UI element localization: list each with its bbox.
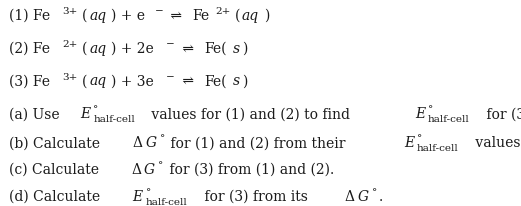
Text: (a) Use: (a) Use (9, 108, 65, 122)
Text: half-cell: half-cell (428, 115, 469, 124)
Text: for (3) from (1) and (2).: for (3) from (1) and (2). (165, 163, 334, 177)
Text: Fe: Fe (193, 9, 210, 23)
Text: ) + 3e: ) + 3e (111, 75, 154, 89)
Text: ⇌: ⇌ (167, 9, 187, 23)
Text: 3+: 3+ (63, 73, 78, 82)
Text: for (3) from its: for (3) from its (200, 190, 312, 204)
Text: °: ° (371, 188, 377, 197)
Text: ⇌: ⇌ (178, 42, 198, 56)
Text: E: E (404, 136, 414, 150)
Text: 3+: 3+ (63, 7, 78, 16)
Text: E: E (415, 108, 425, 122)
Text: (: ( (82, 42, 88, 56)
Text: (3) Fe: (3) Fe (9, 75, 51, 89)
Text: half-cell: half-cell (146, 198, 188, 206)
Text: (b) Calculate: (b) Calculate (9, 136, 105, 150)
Text: ): ) (264, 9, 269, 23)
Text: ) + 2e: ) + 2e (111, 42, 154, 56)
Text: (: ( (234, 9, 240, 23)
Text: half-cell: half-cell (417, 144, 458, 153)
Text: aq: aq (89, 9, 106, 23)
Text: (c) Calculate: (c) Calculate (9, 163, 104, 177)
Text: 2+: 2+ (215, 7, 230, 16)
Text: E: E (133, 190, 143, 204)
Text: °: ° (93, 106, 98, 115)
Text: (2) Fe: (2) Fe (9, 42, 51, 56)
Text: aq: aq (89, 75, 106, 89)
Text: (: ( (82, 75, 88, 89)
Text: .: . (378, 190, 382, 204)
Text: 2+: 2+ (63, 40, 78, 49)
Text: aq: aq (89, 42, 106, 56)
Text: ) + e: ) + e (111, 9, 145, 23)
Text: ): ) (242, 42, 247, 56)
Text: values for (1) and (2) to find: values for (1) and (2) to find (147, 108, 355, 122)
Text: half-cell: half-cell (93, 115, 135, 124)
Text: G: G (357, 190, 368, 204)
Text: Δ: Δ (131, 163, 141, 177)
Text: −: − (166, 73, 175, 82)
Text: aq: aq (242, 9, 259, 23)
Text: °: ° (146, 188, 151, 197)
Text: −: − (155, 7, 164, 16)
Text: −: − (166, 40, 175, 49)
Text: for (3).: for (3). (482, 108, 521, 122)
Text: for (1) and (2) from their: for (1) and (2) from their (167, 136, 350, 150)
Text: Δ: Δ (132, 136, 142, 150)
Text: Fe(: Fe( (204, 75, 227, 89)
Text: °: ° (160, 135, 165, 144)
Text: °: ° (158, 161, 164, 170)
Text: (1) Fe: (1) Fe (9, 9, 51, 23)
Text: (: ( (82, 9, 88, 23)
Text: ): ) (242, 75, 247, 89)
Text: °: ° (417, 135, 422, 144)
Text: G: G (145, 136, 156, 150)
Text: values.: values. (470, 136, 521, 150)
Text: ⇌: ⇌ (178, 75, 198, 89)
Text: G: G (144, 163, 155, 177)
Text: (d) Calculate: (d) Calculate (9, 190, 105, 204)
Text: E: E (80, 108, 91, 122)
Text: s: s (233, 75, 240, 89)
Text: °: ° (428, 106, 433, 115)
Text: s: s (233, 42, 240, 56)
Text: Δ: Δ (344, 190, 354, 204)
Text: Fe(: Fe( (204, 42, 227, 56)
